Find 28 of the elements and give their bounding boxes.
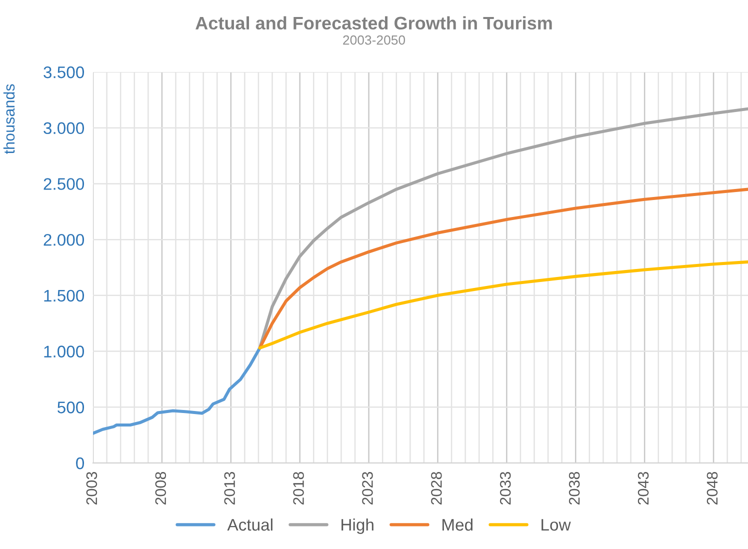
y-tick-label: 2.000 — [44, 234, 84, 246]
y-tick-label: 3.500 — [44, 66, 84, 78]
y-axis-title: thousands — [3, 84, 15, 154]
x-tick-label: 2003 — [86, 472, 98, 505]
x-tick-label: 2033 — [500, 472, 511, 505]
x-tick-label: 2043 — [638, 472, 649, 505]
x-tick-label: 2008 — [155, 472, 166, 505]
x-tick-label: 2048 — [706, 472, 718, 505]
x-tick-label: 2018 — [293, 472, 304, 505]
legend-label: Low — [542, 519, 571, 531]
chart-title: Actual and Forecasted Growth in Tourism — [196, 16, 552, 30]
legend-label: Med — [442, 518, 472, 531]
y-tick-label: 1.000 — [44, 346, 84, 358]
legend-label: High — [342, 518, 374, 534]
legend-label: Actual — [227, 518, 272, 531]
x-tick-label: 2038 — [568, 472, 580, 505]
y-tick-label: 1.500 — [44, 290, 84, 302]
x-tick-label: 2013 — [224, 472, 235, 505]
x-tick-label: 2028 — [431, 472, 442, 505]
y-tick-label: 2.500 — [44, 178, 84, 190]
y-tick-label: 3.000 — [44, 122, 84, 134]
y-tick-label: 500 — [58, 402, 84, 414]
line-series — [258, 260, 748, 350]
line-series — [258, 188, 748, 350]
line-series — [93, 346, 262, 435]
x-tick-label: 2023 — [362, 472, 373, 505]
chart-subtitle: 2003-2050 — [343, 35, 406, 45]
y-tick-label: 0 — [76, 457, 84, 470]
